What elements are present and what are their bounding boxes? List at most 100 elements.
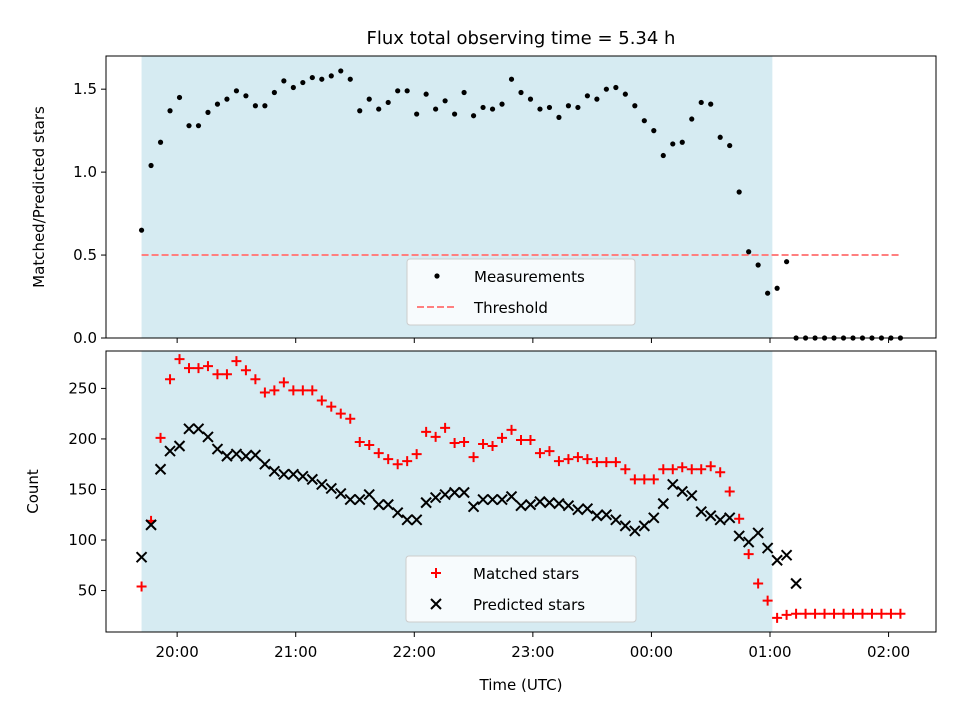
predicted-star-point bbox=[363, 488, 375, 501]
measurement-point bbox=[698, 99, 704, 106]
measurement-point bbox=[452, 111, 458, 117]
measurement-point bbox=[622, 91, 628, 97]
predicted-star-point bbox=[410, 514, 423, 526]
matched-star-point bbox=[250, 374, 261, 385]
measurement-point bbox=[376, 106, 382, 112]
measurement-point bbox=[689, 116, 695, 122]
measurement-point bbox=[186, 123, 192, 129]
predicted-star-point bbox=[268, 465, 281, 477]
matched-star-point bbox=[734, 513, 745, 524]
measurement-point bbox=[290, 84, 296, 91]
measurement-point bbox=[518, 89, 524, 96]
matched-star-point bbox=[155, 432, 166, 443]
predicted-star-point bbox=[667, 478, 679, 491]
predicted-star-point bbox=[287, 468, 300, 481]
matched-star-point bbox=[601, 457, 612, 468]
measurement-point bbox=[746, 249, 752, 255]
predicted-star-point bbox=[733, 530, 745, 542]
predicted-star-point bbox=[230, 448, 243, 460]
predicted-star-point bbox=[458, 486, 470, 499]
predicted-star-point bbox=[135, 551, 148, 563]
predicted-star-point bbox=[572, 503, 584, 516]
x-tick-label: 22:00 bbox=[393, 643, 436, 661]
matched-star-point bbox=[781, 609, 792, 620]
predicted-star-point bbox=[391, 507, 404, 519]
measurement-point bbox=[784, 259, 790, 265]
predicted-star-points bbox=[135, 423, 802, 590]
measurement-point bbox=[233, 88, 240, 94]
bottom-y-ticks: 50 100 150 200 250 bbox=[68, 379, 106, 600]
measurement-point bbox=[319, 76, 325, 82]
x-tick-label: 20:00 bbox=[156, 643, 199, 661]
measurement-point bbox=[499, 101, 505, 107]
matched-star-point bbox=[667, 464, 678, 475]
legend-predicted-marker bbox=[430, 598, 442, 610]
measurement-point bbox=[433, 106, 439, 112]
measurement-point bbox=[385, 99, 391, 106]
measurement-point bbox=[138, 227, 145, 233]
matched-star-point bbox=[487, 441, 498, 452]
predicted-star-point bbox=[211, 443, 224, 455]
matched-star-point bbox=[753, 578, 764, 589]
predicted-star-point bbox=[259, 458, 271, 470]
legend-measurement-marker bbox=[434, 273, 440, 279]
matched-star-point bbox=[772, 612, 783, 623]
matched-star-point bbox=[430, 431, 441, 442]
predicted-star-point bbox=[467, 500, 480, 513]
matched-star-point bbox=[544, 446, 555, 457]
measurement-point bbox=[176, 94, 183, 101]
predicted-star-point bbox=[344, 493, 356, 506]
y-tick-label: 0.5 bbox=[73, 246, 97, 264]
matched-star-point bbox=[648, 474, 659, 485]
predicted-star-point bbox=[657, 497, 669, 510]
measurement-point bbox=[243, 93, 249, 99]
matched-star-point bbox=[326, 401, 337, 412]
predicted-star-point bbox=[515, 499, 527, 512]
measurement-point bbox=[537, 106, 543, 112]
matched-star-point bbox=[791, 608, 802, 619]
matched-star-point bbox=[402, 456, 413, 467]
measurement-point bbox=[357, 108, 363, 114]
matched-star-point bbox=[829, 608, 840, 619]
measurement-point bbox=[328, 73, 334, 79]
predicted-star-point bbox=[761, 542, 774, 554]
predicted-star-point bbox=[742, 536, 755, 548]
matched-star-point bbox=[335, 408, 346, 419]
measurement-point bbox=[423, 91, 429, 97]
measurement-point bbox=[765, 290, 771, 296]
predicted-star-point bbox=[429, 491, 442, 504]
matched-star-point bbox=[506, 424, 517, 435]
matched-star-point bbox=[184, 363, 194, 374]
predicted-star-point bbox=[173, 440, 186, 452]
matched-star-point bbox=[221, 369, 232, 380]
measurement-point bbox=[224, 96, 230, 102]
matched-star-point bbox=[497, 432, 508, 443]
measurement-point bbox=[708, 101, 714, 107]
legend-label: Matched stars bbox=[473, 565, 579, 583]
predicted-star-point bbox=[581, 502, 594, 515]
matched-star-point bbox=[895, 608, 906, 619]
predicted-star-point bbox=[723, 512, 736, 524]
matched-star-point bbox=[136, 581, 147, 592]
y-tick-label: 0.0 bbox=[73, 329, 97, 347]
predicted-star-point bbox=[335, 487, 347, 500]
measurement-point bbox=[651, 128, 657, 134]
matched-star-point bbox=[876, 608, 887, 619]
measurement-point bbox=[281, 78, 287, 84]
bottom-y-axis-label: Count bbox=[24, 469, 42, 514]
predicted-star-point bbox=[686, 489, 698, 502]
measurement-point bbox=[546, 104, 553, 111]
chart-title: Flux total observing time = 5.34 h bbox=[367, 28, 676, 49]
predicted-star-point bbox=[695, 506, 707, 518]
x-tick-label: 00:00 bbox=[630, 643, 673, 661]
matched-star-point bbox=[838, 608, 849, 619]
predicted-star-point bbox=[373, 498, 385, 511]
matched-star-point bbox=[629, 474, 640, 485]
legend-label: Measurements bbox=[474, 268, 585, 286]
matched-star-point bbox=[572, 452, 583, 463]
matched-star-point bbox=[278, 377, 289, 388]
measurement-point bbox=[632, 103, 638, 109]
predicted-star-point bbox=[325, 482, 337, 495]
predicted-star-point bbox=[676, 485, 688, 498]
matched-star-point bbox=[743, 549, 754, 560]
